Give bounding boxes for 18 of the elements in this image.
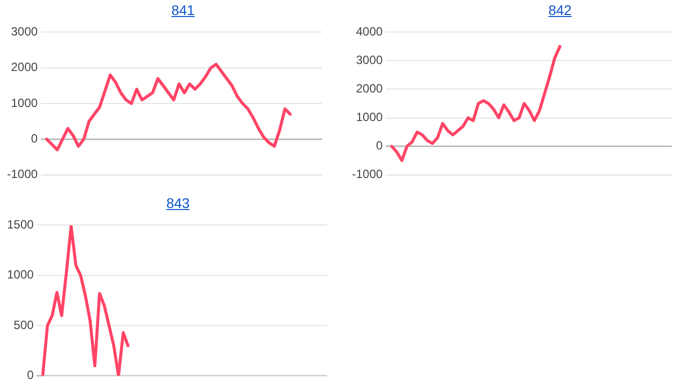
y-tick-label: 0 (27, 368, 34, 382)
y-tick-label: 4000 (356, 24, 384, 39)
y-tick-label: 0 (31, 131, 38, 146)
y-tick-label: 1000 (10, 96, 38, 110)
y-tick-label: 1500 (6, 218, 34, 232)
y-tick-label: 1000 (356, 110, 384, 124)
y-tick-label: 1000 (6, 268, 34, 282)
y-tick-label: 0 (376, 138, 384, 153)
chart-title: 841 (170, 2, 196, 18)
y-tick-label: -1000 (352, 167, 384, 182)
y-tick-label: 2000 (10, 60, 38, 74)
y-tick-label: 3000 (10, 24, 38, 39)
y-tick-label: 500 (14, 318, 34, 332)
y-tick-label: 2000 (356, 82, 384, 96)
chart-title: 843 (165, 195, 191, 211)
y-tick-label: -1000 (6, 167, 38, 182)
chart-title: 842 (547, 2, 573, 18)
y-tick-label: 3000 (356, 53, 384, 68)
